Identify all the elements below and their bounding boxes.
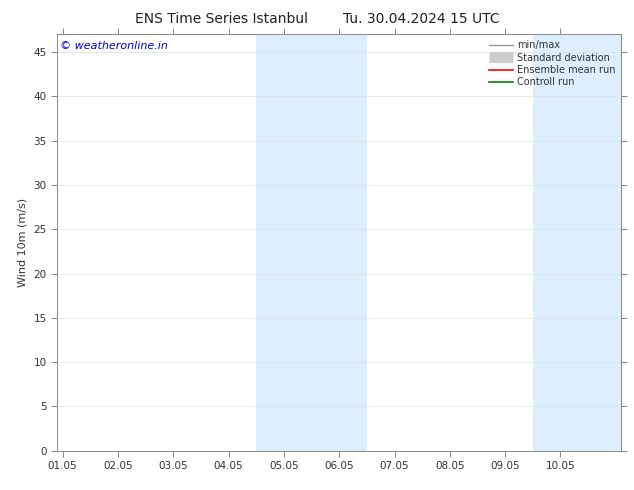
Text: ENS Time Series Istanbul        Tu. 30.04.2024 15 UTC: ENS Time Series Istanbul Tu. 30.04.2024 … (134, 12, 500, 26)
Bar (533, 34, 621, 451)
Legend: min/max, Standard deviation, Ensemble mean run, Controll run: min/max, Standard deviation, Ensemble me… (486, 37, 618, 90)
Bar (256, 34, 367, 451)
Text: © weatheronline.in: © weatheronline.in (60, 41, 168, 50)
Y-axis label: Wind 10m (m/s): Wind 10m (m/s) (18, 198, 28, 287)
